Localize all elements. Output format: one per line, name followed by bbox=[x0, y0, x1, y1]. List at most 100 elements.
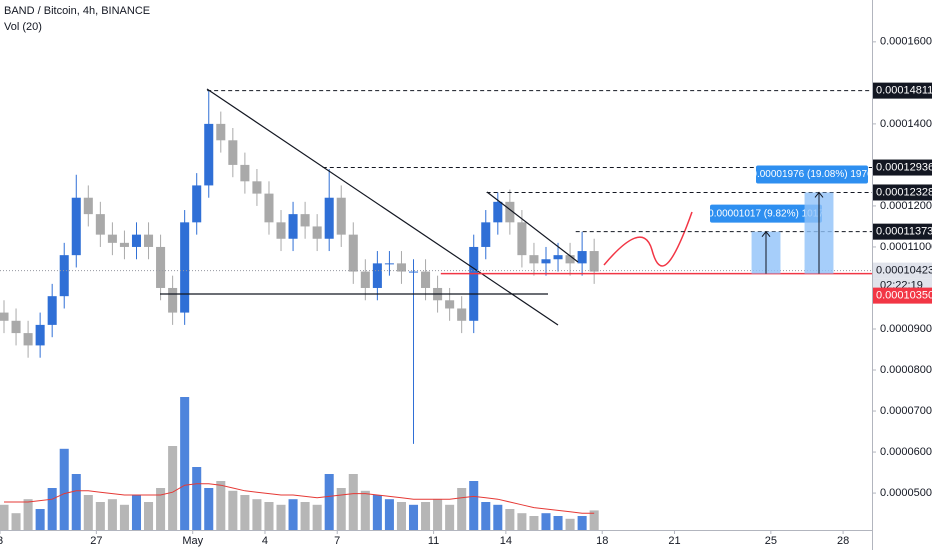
volume-bar bbox=[408, 504, 419, 530]
candle-body bbox=[204, 123, 214, 186]
volume-bar bbox=[493, 504, 503, 530]
volume-bar bbox=[433, 499, 443, 530]
level-label-box bbox=[873, 184, 932, 201]
volume-bar bbox=[119, 504, 129, 530]
level-label-box bbox=[873, 287, 932, 304]
candle-body bbox=[71, 197, 81, 256]
candle-body bbox=[589, 251, 599, 272]
x-tick-label: 14 bbox=[500, 535, 512, 547]
candle-body bbox=[577, 251, 587, 264]
candle-body bbox=[408, 271, 419, 273]
volume-bar bbox=[445, 504, 455, 530]
candle-body bbox=[276, 222, 286, 239]
candle-body bbox=[445, 300, 455, 309]
level-label: 0.00010350 bbox=[876, 290, 932, 302]
measure-arrowhead bbox=[761, 230, 771, 237]
candle-body bbox=[228, 140, 238, 165]
level-label: 0.00012328 bbox=[876, 186, 932, 198]
candle-body bbox=[360, 271, 370, 288]
candle-body bbox=[0, 312, 9, 321]
volume-bar bbox=[23, 499, 33, 530]
level-label: 0.00011373 bbox=[876, 226, 932, 238]
candle-body bbox=[324, 197, 334, 239]
x-tick-label: 7 bbox=[334, 535, 340, 547]
volume-bar bbox=[240, 495, 250, 530]
volume-bar bbox=[421, 502, 431, 530]
level-label: 0.00012936 bbox=[876, 161, 932, 173]
volume-bar bbox=[517, 513, 527, 530]
volume-bar bbox=[71, 474, 81, 530]
y-tick-label: 0.00005000 bbox=[880, 487, 932, 499]
volume-bar bbox=[372, 495, 382, 530]
candle-body bbox=[336, 197, 346, 235]
volume-bar bbox=[360, 490, 370, 530]
volume-bar bbox=[300, 502, 310, 530]
candle-body bbox=[565, 255, 575, 264]
candle-body bbox=[131, 234, 142, 247]
volume-bar bbox=[11, 513, 21, 530]
candle-body bbox=[47, 296, 57, 325]
volume-bar bbox=[168, 446, 178, 530]
x-tick-label: 21 bbox=[668, 535, 680, 547]
x-tick-label: 4 bbox=[262, 535, 268, 547]
candle-body bbox=[83, 197, 93, 215]
level-label: 0.00014811 bbox=[876, 85, 932, 97]
volume-bar bbox=[107, 499, 117, 530]
volume-bar bbox=[192, 467, 202, 530]
candle-body bbox=[348, 234, 358, 272]
candle-body bbox=[144, 234, 154, 247]
x-tick-label: 27 bbox=[90, 535, 102, 547]
candle-body bbox=[553, 255, 563, 260]
candle-body bbox=[156, 246, 166, 288]
candle-body bbox=[469, 246, 479, 321]
candle-body bbox=[372, 263, 382, 288]
level-label-box bbox=[873, 159, 932, 176]
volume-bar bbox=[384, 499, 394, 530]
volume-bar bbox=[396, 502, 406, 530]
measure-label: 0.00001017 (9.82%) 1017 bbox=[708, 208, 824, 219]
volume-bar bbox=[469, 481, 479, 530]
volume-bar bbox=[204, 488, 214, 530]
volume-bar bbox=[324, 474, 334, 530]
candle-body bbox=[264, 193, 274, 223]
volume-bar bbox=[288, 499, 298, 530]
volume-bar bbox=[216, 481, 226, 530]
candle-body bbox=[192, 185, 202, 223]
volume-bar bbox=[312, 504, 322, 530]
volume-title: Vol (20) bbox=[4, 21, 42, 33]
candle-body bbox=[384, 263, 394, 265]
volume-bar bbox=[47, 488, 57, 530]
chart-title: BAND / Bitcoin, 4h, BINANCE bbox=[4, 5, 150, 17]
volume-bar bbox=[276, 504, 286, 530]
candle-body bbox=[517, 222, 527, 256]
volume-ma-line bbox=[4, 483, 595, 514]
volume-bar bbox=[505, 509, 515, 530]
volume-bar bbox=[541, 513, 551, 530]
projection-curve bbox=[603, 211, 693, 267]
candle-body bbox=[119, 242, 129, 247]
volume-bar bbox=[0, 504, 9, 530]
candle-body bbox=[168, 287, 178, 313]
x-tick-label: 28 bbox=[837, 535, 849, 547]
measure-label-box bbox=[710, 204, 823, 223]
candle-body bbox=[481, 222, 491, 247]
volume-bar bbox=[144, 502, 154, 530]
x-tick-label: 11 bbox=[428, 535, 439, 547]
candle-body bbox=[216, 123, 226, 141]
x-tick-label: 25 bbox=[765, 535, 777, 547]
volume-bar bbox=[252, 499, 262, 530]
trend-line bbox=[486, 191, 579, 263]
volume-bar bbox=[553, 516, 563, 530]
volume-bar bbox=[180, 397, 190, 530]
candle-body bbox=[457, 308, 467, 321]
volume-bar bbox=[336, 488, 346, 530]
y-tick-label: 0.00011000 bbox=[880, 241, 932, 253]
candle-body bbox=[529, 255, 539, 264]
volume-bar bbox=[228, 490, 238, 530]
volume-bar bbox=[264, 502, 274, 530]
